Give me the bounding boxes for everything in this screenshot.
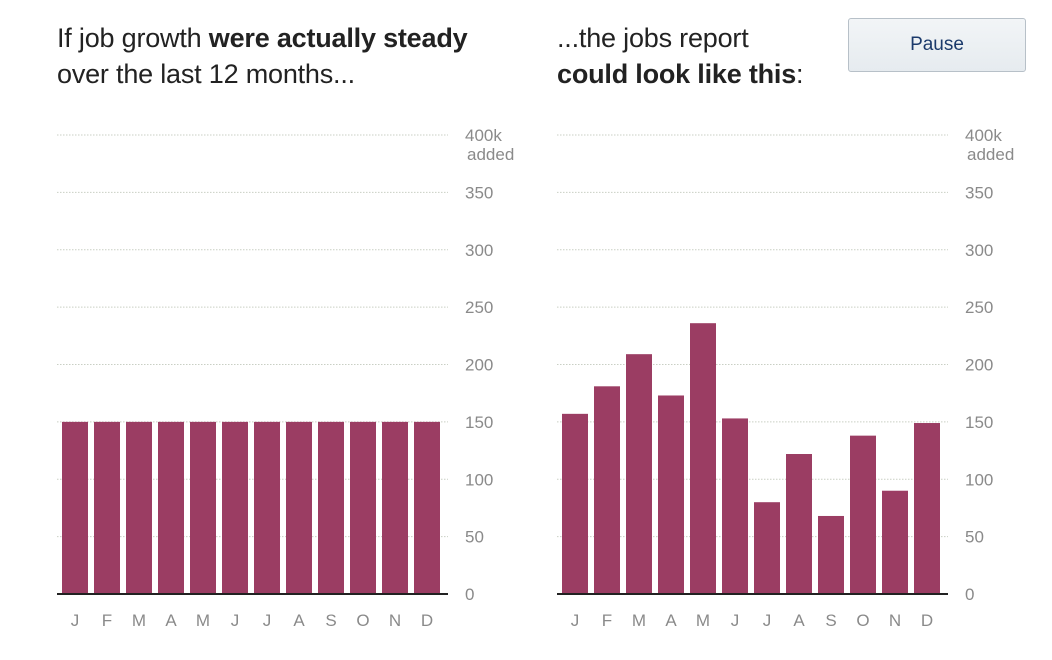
left-chart-heading: If job growth were actually steady over …	[57, 20, 468, 92]
steady-bar	[158, 421, 184, 594]
right-heading-post: :	[796, 59, 804, 89]
steady-month-label: M	[196, 611, 210, 630]
steady-ytick-label: 100	[465, 470, 493, 489]
steady-bar	[286, 421, 312, 594]
report-bar	[850, 435, 876, 594]
report-month-label: A	[665, 611, 677, 630]
steady-month-label: O	[356, 611, 369, 630]
steady-bar	[382, 421, 408, 594]
report-ytick-unit: added	[967, 145, 1014, 164]
right-heading-bold: could look like this	[557, 59, 797, 89]
steady-ytick-label: 200	[465, 356, 493, 375]
report-ytick-label: 200	[965, 356, 993, 375]
steady-month-label: D	[421, 611, 433, 630]
report-bar	[818, 515, 844, 594]
steady-month-label: M	[132, 611, 146, 630]
steady-bar	[350, 421, 376, 594]
report-month-label: S	[825, 611, 836, 630]
report-ytick-label: 0	[965, 585, 974, 604]
report-bar	[658, 395, 684, 594]
report-month-label: J	[731, 611, 740, 630]
report-ytick-label: 100	[965, 470, 993, 489]
steady-ytick-label: 350	[465, 183, 493, 202]
steady-ytick-label: 0	[465, 585, 474, 604]
steady-ytick-label: 50	[465, 528, 484, 547]
report-bar	[914, 423, 940, 594]
steady-month-label: A	[165, 611, 177, 630]
steady-month-label: S	[325, 611, 336, 630]
report-month-label: J	[571, 611, 580, 630]
steady-month-label: J	[263, 611, 272, 630]
steady-bar	[222, 421, 248, 594]
steady-month-label: J	[71, 611, 80, 630]
steady-month-label: F	[102, 611, 112, 630]
left-heading-post: over the last 12 months...	[57, 59, 355, 89]
steady-month-label: A	[293, 611, 305, 630]
report-month-label: A	[793, 611, 805, 630]
right-heading-pre: ...the jobs report	[557, 23, 749, 53]
steady-bar	[126, 421, 152, 594]
steady-bar	[414, 421, 440, 594]
report-bar	[626, 354, 652, 594]
report-ytick-label: 350	[965, 183, 993, 202]
steady-bar	[94, 421, 120, 594]
report-month-label: J	[763, 611, 772, 630]
steady-ytick-unit: added	[467, 145, 514, 164]
report-month-label: D	[921, 611, 933, 630]
report-bar	[562, 413, 588, 594]
report-ytick-label: 400k	[965, 126, 1002, 145]
report-ytick-label: 50	[965, 528, 984, 547]
steady-bar	[62, 421, 88, 594]
left-heading-pre: If job growth	[57, 23, 209, 53]
report-bar	[722, 418, 748, 594]
report-ytick-label: 150	[965, 413, 993, 432]
report-ytick-label: 300	[965, 241, 993, 260]
report-month-label: F	[602, 611, 612, 630]
report-bar	[882, 490, 908, 594]
report-month-label: M	[696, 611, 710, 630]
right-chart-heading: ...the jobs report could look like this:	[557, 20, 804, 92]
steady-month-label: N	[389, 611, 401, 630]
steady-bar	[318, 421, 344, 594]
report-bar	[786, 454, 812, 594]
report-month-label: O	[856, 611, 869, 630]
steady-ytick-label: 400k	[465, 126, 502, 145]
pause-button[interactable]: Pause	[848, 18, 1026, 72]
report-bar	[594, 386, 620, 594]
report-month-label: M	[632, 611, 646, 630]
report-month-label: N	[889, 611, 901, 630]
report-ytick-label: 250	[965, 298, 993, 317]
steady-bar	[254, 421, 280, 594]
steady-ytick-label: 300	[465, 241, 493, 260]
report-bar	[690, 323, 716, 594]
steady-ytick-label: 150	[465, 413, 493, 432]
steady-bar	[190, 421, 216, 594]
left-heading-bold: were actually steady	[208, 23, 468, 53]
report-bar	[754, 502, 780, 594]
steady-ytick-label: 250	[465, 298, 493, 317]
steady-month-label: J	[231, 611, 240, 630]
